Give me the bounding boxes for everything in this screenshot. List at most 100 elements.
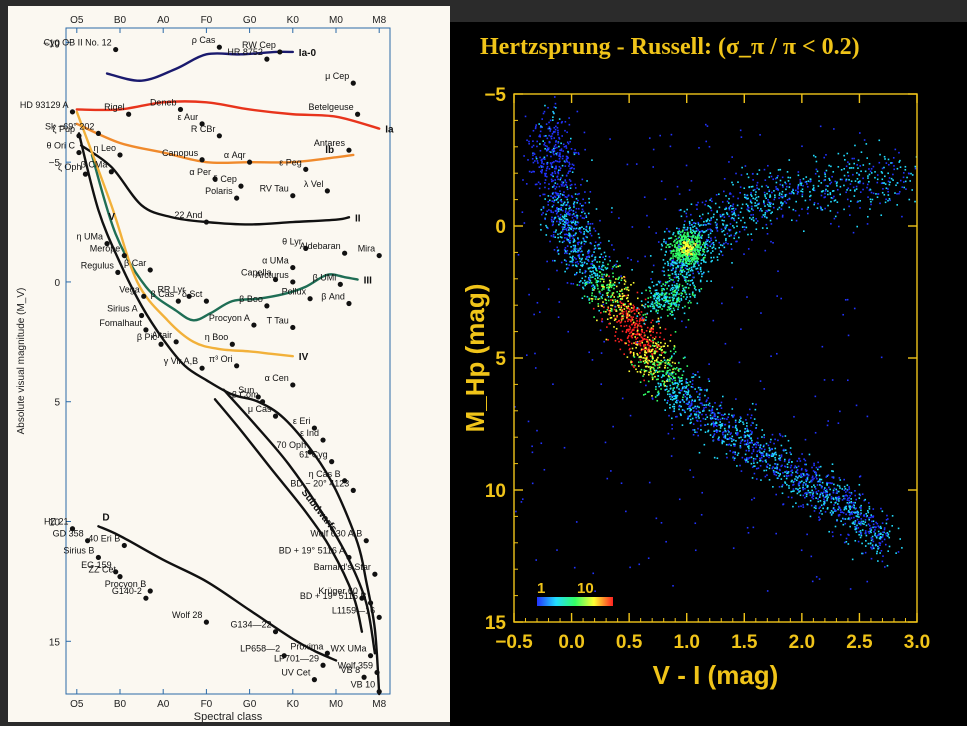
density-point (695, 223, 697, 225)
density-point (760, 465, 762, 467)
density-point (620, 301, 622, 303)
density-point (663, 241, 665, 243)
density-point (561, 201, 563, 203)
density-point (605, 255, 607, 257)
density-point (545, 173, 547, 175)
density-point (571, 167, 573, 169)
density-point (817, 203, 819, 205)
density-point (768, 189, 770, 191)
star-label-cyg-ob-ii-no-12: Cyg OB II No. 12 (44, 38, 112, 48)
density-point (816, 467, 818, 469)
density-point (798, 184, 800, 186)
density-point (825, 189, 827, 191)
density-point (733, 451, 735, 453)
density-point (767, 590, 769, 592)
density-point (833, 196, 835, 198)
density-point (555, 103, 557, 105)
density-point (584, 243, 586, 245)
density-point (771, 176, 773, 178)
density-point (653, 342, 655, 344)
x-tick-label-bottom: F0 (201, 699, 213, 710)
density-point (731, 436, 733, 438)
density-point (639, 340, 641, 342)
density-point (847, 299, 849, 301)
density-point (791, 465, 793, 467)
density-point (554, 168, 556, 170)
star-label-proxima: Proxima (290, 641, 323, 651)
density-point (642, 319, 644, 321)
star-point-pup (76, 133, 81, 138)
density-point (546, 146, 548, 148)
density-point (608, 310, 610, 312)
density-point (540, 127, 542, 129)
density-point (532, 171, 534, 173)
density-point (660, 304, 662, 306)
density-point (750, 233, 752, 235)
density-point (851, 167, 853, 169)
density-point (596, 320, 598, 322)
density-point (535, 184, 537, 186)
density-point (905, 169, 907, 171)
density-point (642, 317, 644, 319)
density-point (655, 386, 657, 388)
density-point (557, 152, 559, 154)
density-point (582, 282, 584, 284)
density-point (713, 435, 715, 437)
density-point (583, 228, 585, 230)
density-point (661, 352, 663, 354)
density-point (556, 207, 558, 209)
density-point (518, 254, 520, 256)
star-point-vel (325, 188, 330, 193)
density-point (586, 180, 588, 182)
density-point (879, 162, 881, 164)
density-point (579, 248, 581, 250)
density-point (848, 488, 850, 490)
density-point (687, 233, 689, 235)
density-point (693, 246, 695, 248)
density-point (901, 216, 903, 218)
density-point (890, 162, 892, 164)
density-point (696, 420, 698, 422)
density-point (729, 444, 731, 446)
density-point (817, 207, 819, 209)
density-point (718, 436, 720, 438)
density-point (805, 200, 807, 202)
density-point (671, 455, 673, 457)
density-point (840, 534, 842, 536)
density-point (562, 150, 564, 152)
density-point (797, 477, 799, 479)
density-point (692, 380, 694, 382)
density-point (680, 380, 682, 382)
density-point (572, 283, 574, 285)
density-point (637, 324, 639, 326)
density-point (589, 298, 591, 300)
density-point (690, 413, 692, 415)
density-point (547, 128, 549, 130)
density-point (764, 214, 766, 216)
density-point (686, 265, 688, 267)
density-point (544, 105, 546, 107)
density-point (549, 168, 551, 170)
density-point (651, 349, 653, 351)
density-point (777, 472, 779, 474)
density-point (676, 227, 678, 229)
density-point (746, 422, 748, 424)
density-point (779, 192, 781, 194)
density-point (855, 526, 857, 528)
star-point-wolf-28 (204, 620, 209, 625)
density-point (555, 193, 557, 195)
density-point (652, 356, 654, 358)
density-point (759, 210, 761, 212)
density-point (578, 256, 580, 258)
density-point (724, 428, 726, 430)
density-point (684, 290, 686, 292)
density-point (833, 507, 835, 509)
density-point (594, 259, 596, 261)
density-point (736, 465, 738, 467)
density-point (817, 469, 819, 471)
density-point (681, 263, 683, 265)
density-point (580, 261, 582, 263)
density-point (685, 267, 687, 269)
density-point (718, 242, 720, 244)
density-point (800, 476, 802, 478)
